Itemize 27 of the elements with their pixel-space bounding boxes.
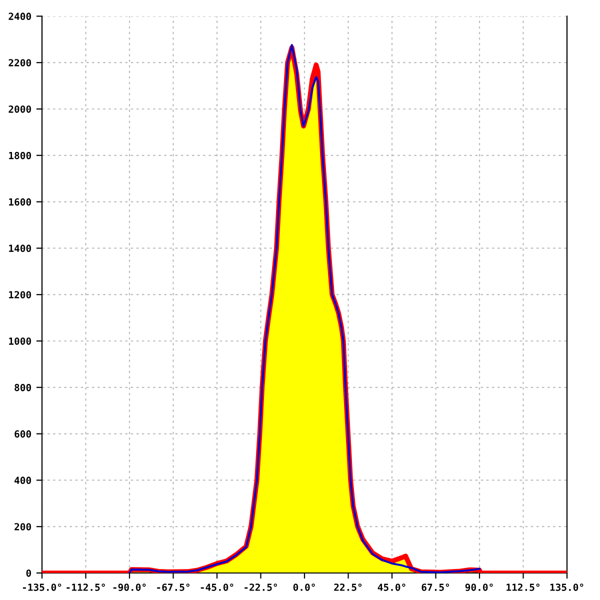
x-tick-label: 112.5° <box>506 584 540 591</box>
x-tick-label: 90.0° <box>465 584 493 591</box>
line-series <box>128 44 480 573</box>
y-tick-label: 600 <box>14 430 31 438</box>
x-tick-label: -45.0° <box>200 584 234 591</box>
y-tick-label: 200 <box>14 523 31 530</box>
y-tick-label: 1400 <box>9 244 31 252</box>
x-tick-label: -90.0° <box>113 584 146 591</box>
y-tick-label: 800 <box>14 384 31 392</box>
x-tick-label: 67.5° <box>422 584 450 591</box>
y-tick-label: 2400 <box>8 12 31 20</box>
y-tick-label: 2000 <box>8 105 31 113</box>
y-tick-label: 2200 <box>8 59 31 66</box>
y-tick-label: 1600 <box>9 198 31 206</box>
y-tick-label: 1200 <box>9 291 31 298</box>
x-tick-label: -22.5° <box>244 584 277 591</box>
x-tick-label: 45.0° <box>378 584 406 591</box>
x-tick-label: -67.5° <box>157 584 190 591</box>
y-tick-label: 0 <box>26 569 31 577</box>
x-tick-label: -112.5° <box>66 584 105 591</box>
y-tick-label: 1000 <box>9 337 31 345</box>
x-tick-label: 0.0° <box>293 584 315 591</box>
y-tick-label: 400 <box>14 476 31 484</box>
x-tick-label: -135.0° <box>22 584 62 591</box>
y-tick-label: 1800 <box>9 152 31 160</box>
x-tick-label: 22.5° <box>334 584 362 591</box>
x-tick-label: 135.0° <box>550 584 584 591</box>
